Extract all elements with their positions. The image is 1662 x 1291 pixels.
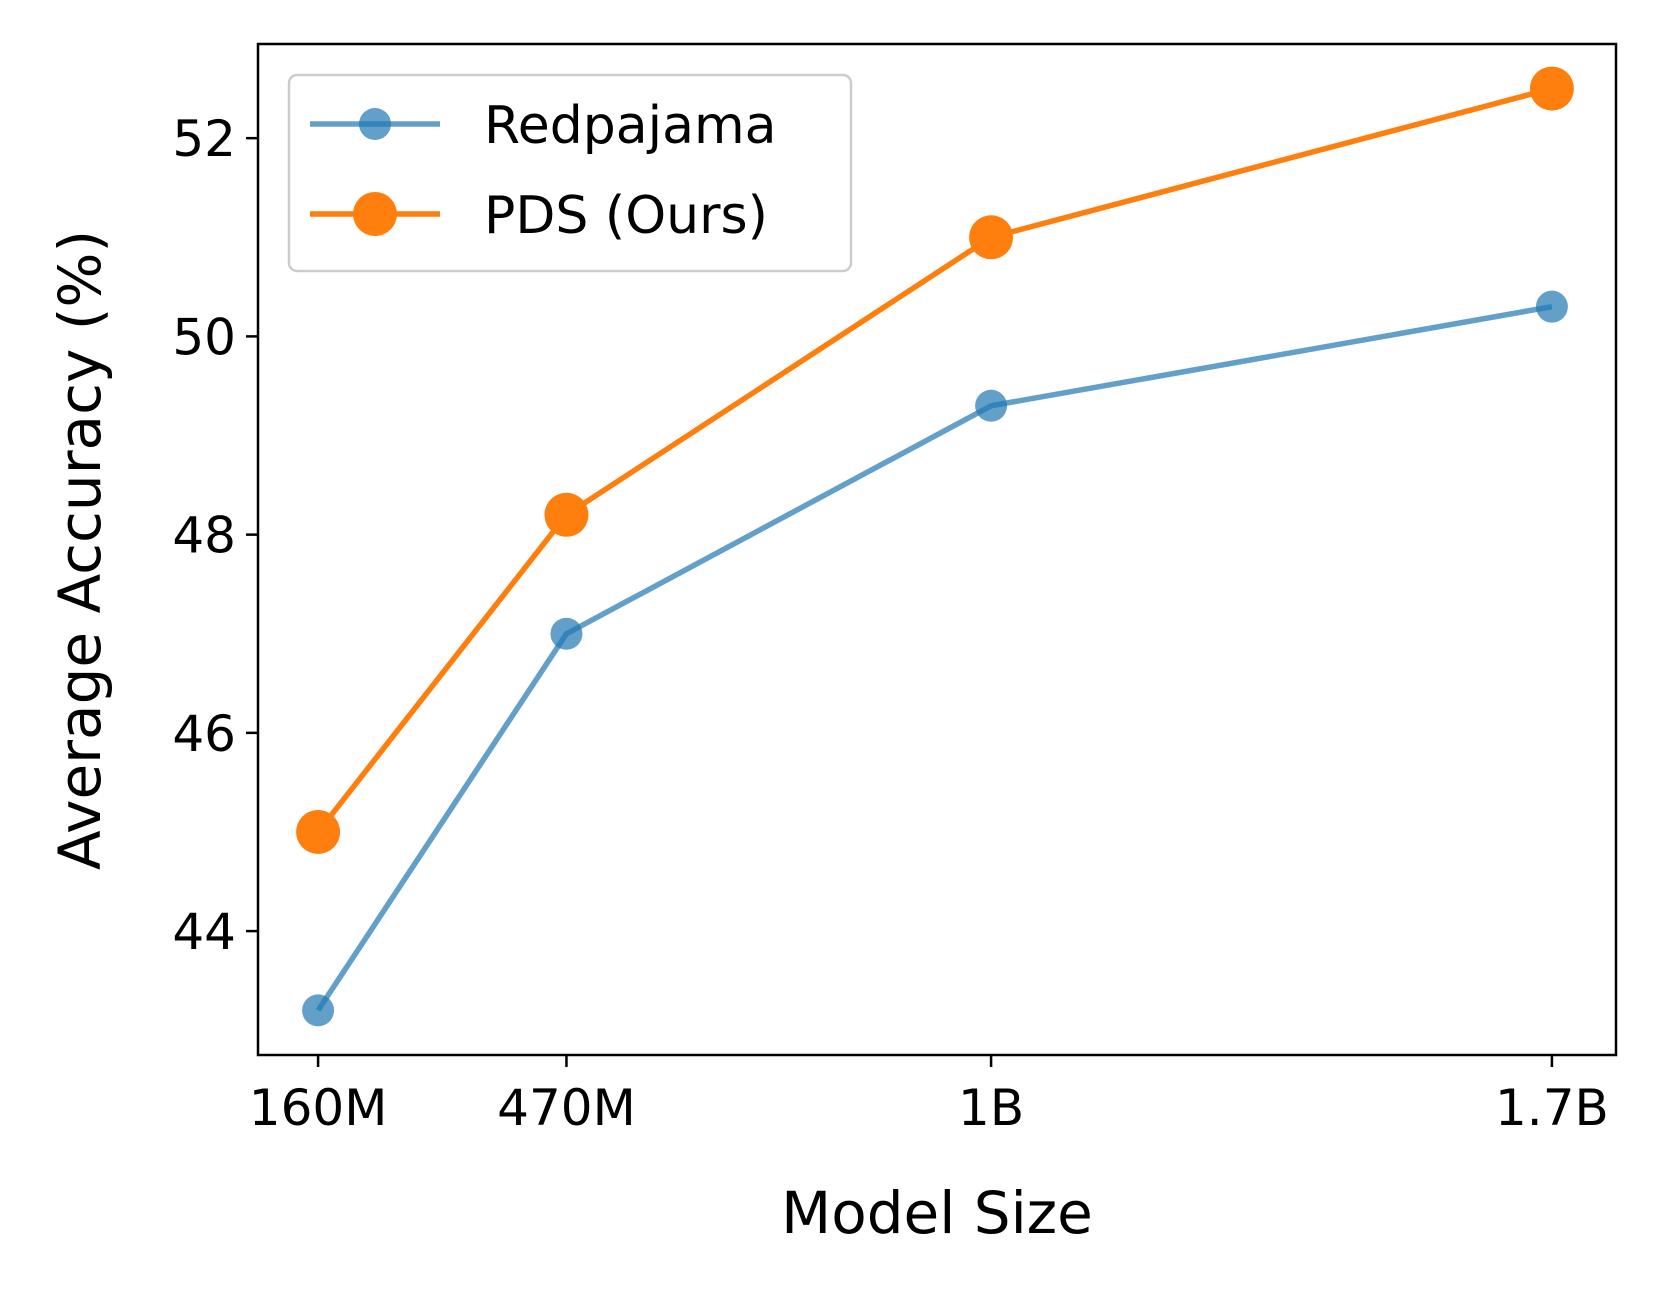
data-point-pds-ours (1529, 66, 1574, 111)
legend-entry-redpajama: Redpajama (310, 96, 777, 156)
x-axis-label: Model Size (781, 1179, 1093, 1247)
legend: Redpajama PDS (Ours) (287, 73, 853, 273)
x-tick-label: 470M (497, 1079, 636, 1137)
y-tick-label: 48 (172, 507, 236, 565)
data-point-pds-ours (969, 215, 1014, 260)
data-point-pds-ours (296, 809, 341, 854)
series-line-redpajama (315, 303, 1553, 1012)
y-axis-ticks: 44 46 48 50 52 (172, 110, 258, 961)
data-point-redpajama (1535, 290, 1568, 323)
legend-marker-redpajama (359, 108, 391, 140)
legend-label-pds-ours: PDS (Ours) (484, 186, 768, 246)
series-layer (296, 66, 1574, 1027)
y-tick-label: 46 (172, 705, 236, 763)
x-axis-ticks: 160M 470M 1B 1.7B (249, 1055, 1609, 1137)
y-axis-label: Average Accuracy (%) (46, 230, 114, 870)
data-point-redpajama (550, 617, 583, 650)
legend-label-redpajama: Redpajama (484, 96, 777, 156)
series-redpajama (302, 290, 1568, 1027)
y-tick-label: 44 (172, 903, 236, 961)
x-tick-label: 160M (249, 1079, 388, 1137)
legend-marker-pds-ours (353, 192, 397, 236)
legend-entry-pds-ours: PDS (Ours) (310, 186, 768, 246)
x-tick-label: 1B (958, 1079, 1024, 1137)
x-tick-label: 1.7B (1495, 1079, 1609, 1137)
y-tick-label: 52 (172, 110, 236, 168)
data-point-redpajama (975, 389, 1008, 422)
y-tick-label: 50 (172, 308, 236, 366)
series-pds-ours (296, 66, 1574, 854)
series-line-pds-ours (315, 85, 1553, 834)
data-point-redpajama (302, 994, 335, 1027)
data-point-pds-ours (544, 492, 589, 537)
plot-frame (256, 42, 1618, 1057)
